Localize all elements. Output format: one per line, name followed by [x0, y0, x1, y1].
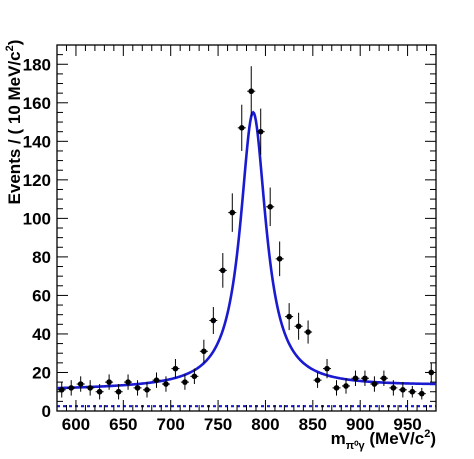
data-point: [134, 385, 141, 391]
y-tick-label: 0: [42, 402, 51, 421]
data-point: [390, 385, 397, 391]
data-point: [409, 388, 416, 395]
data-point: [238, 125, 245, 131]
data-point: [87, 385, 93, 391]
data-point: [381, 375, 387, 382]
data-point: [191, 373, 198, 380]
data-point: [362, 375, 368, 382]
x-tick-label: 700: [157, 415, 185, 434]
data-point: [172, 365, 179, 372]
data-point: [106, 379, 112, 385]
x-tick-label: 600: [62, 415, 90, 434]
data-point: [201, 348, 207, 355]
y-tick-label: 100: [23, 209, 51, 228]
y-tick-label: 80: [32, 248, 51, 267]
x-axis-title: mπ⁰γ (MeV/c2): [331, 428, 436, 452]
data-point: [267, 204, 273, 210]
y-tick-label: 20: [32, 363, 51, 382]
y-tick-label: 60: [32, 286, 51, 305]
data-point: [77, 381, 84, 387]
x-tick-label: 750: [204, 415, 232, 434]
x-axis-title-unit: (MeV/c: [365, 429, 425, 448]
x-tick-label: 850: [299, 415, 327, 434]
data-point: [352, 375, 359, 382]
y-tick-label: 140: [23, 132, 51, 151]
data-point: [371, 381, 378, 387]
data-point: [125, 379, 131, 385]
data-point: [58, 387, 65, 393]
data-point: [257, 128, 264, 135]
data-point: [276, 256, 283, 262]
y-axis-title-sup: 2: [4, 45, 16, 51]
data-point: [295, 323, 302, 330]
y-axis-title-main: Events / ( 10 MeV/c: [5, 51, 24, 204]
data-point: [115, 388, 122, 395]
x-axis-title-unit-suffix: ): [430, 429, 436, 448]
data-point: [324, 365, 330, 372]
data-point: [220, 267, 226, 274]
data-point: [400, 387, 406, 393]
data-point: [333, 385, 340, 391]
plot-frame: [56, 44, 437, 412]
data-point: [144, 387, 150, 393]
x-tick-label: 650: [109, 415, 137, 434]
fit-curve: [56, 110, 437, 390]
data-point: [96, 388, 103, 395]
data-point: [153, 377, 160, 383]
x-tick-label: 900: [346, 415, 374, 434]
x-tick-label: 800: [251, 415, 279, 434]
plot-area: [56, 44, 437, 412]
y-axis: 0 20 40 60 80 100 120 140 160 180: [23, 44, 436, 421]
y-axis-title: Events / ( 10 MeV/c2): [4, 40, 24, 205]
y-tick-label: 40: [32, 325, 51, 344]
y-tick-label: 180: [23, 55, 51, 74]
data-point: [248, 88, 255, 95]
data-point: [418, 390, 425, 397]
x-tick-label: 950: [393, 415, 421, 434]
x-axis-title-unit-sup: 2: [424, 428, 430, 440]
data-point: [305, 329, 311, 335]
x-axis: 600 650 700 750 800 850 900 950: [56, 45, 437, 434]
data-point: [68, 385, 75, 391]
x-axis-title-main: m: [331, 429, 346, 448]
data-point: [210, 317, 217, 324]
data-point: [163, 381, 169, 387]
data-point: [286, 313, 292, 320]
data-point: [343, 383, 349, 389]
data-point: [314, 377, 321, 383]
y-axis-title-suffix: ): [5, 40, 24, 46]
x-axis-title-sub: π⁰γ: [346, 440, 366, 452]
y-tick-label: 120: [23, 171, 51, 190]
y-tick-label: 160: [23, 94, 51, 113]
data-point: [229, 209, 236, 216]
data-point: [182, 379, 188, 385]
